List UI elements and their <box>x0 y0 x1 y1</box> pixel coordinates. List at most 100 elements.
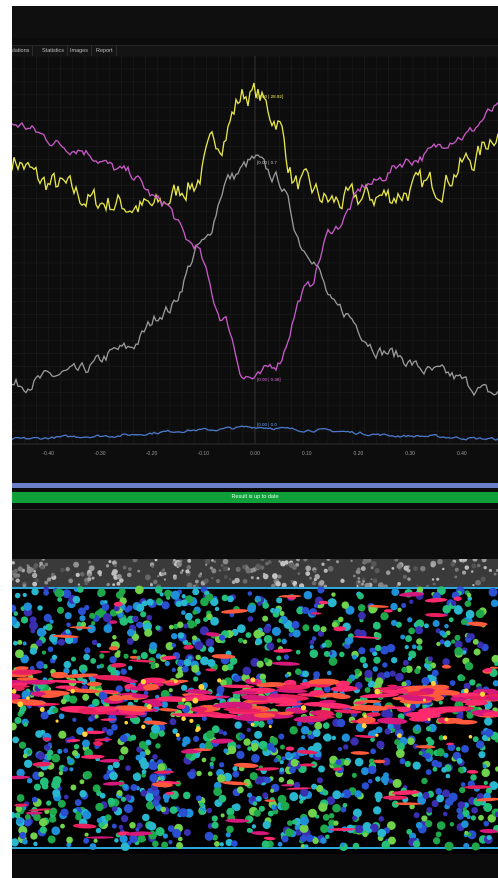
particle-dot <box>242 666 252 676</box>
noise-speck <box>391 566 395 570</box>
particle-dot <box>191 664 200 673</box>
tab-statistics[interactable]: Statistics <box>39 46 69 56</box>
particle-dot <box>124 607 130 613</box>
particle-dot <box>425 820 433 828</box>
particle-dot <box>175 673 181 679</box>
particle-dot <box>129 834 139 843</box>
noise-speck <box>126 572 132 578</box>
particle-dot <box>316 777 324 784</box>
particle-dot <box>318 802 328 812</box>
particle-dot <box>196 795 202 802</box>
particle-dot-yellow <box>300 705 307 711</box>
particle-streak <box>165 791 175 795</box>
particle-dot <box>309 649 319 659</box>
particle-dot <box>427 674 432 679</box>
particle-dot <box>83 653 90 661</box>
particle-dot <box>482 764 487 769</box>
particle-dot <box>387 723 394 730</box>
particle-dot <box>435 628 441 634</box>
particle-dot <box>218 794 227 803</box>
particle-dot <box>119 734 128 743</box>
noise-speck <box>242 565 247 569</box>
particle-dot <box>183 623 189 629</box>
particle-streak <box>223 707 262 713</box>
noise-speck <box>305 571 311 576</box>
particle-dot <box>76 727 85 736</box>
particle-dot <box>83 770 93 780</box>
noise-speck <box>113 564 117 568</box>
series-gray-line <box>12 154 498 397</box>
particle-dot <box>58 771 63 776</box>
tab-report[interactable]: Report <box>93 46 117 56</box>
particle-dot <box>271 626 281 636</box>
particle-dot <box>295 649 301 655</box>
noise-speck <box>472 559 478 562</box>
particle-dot <box>466 814 471 820</box>
particle-streak <box>125 831 153 836</box>
noise-speck <box>275 580 281 587</box>
noise-speck <box>59 567 65 573</box>
noise-speck <box>44 580 49 585</box>
particle-dot <box>51 654 58 660</box>
particle-dot <box>340 842 345 847</box>
particle-streak <box>255 767 280 771</box>
particle-streak <box>221 684 255 689</box>
particle-dot <box>126 628 135 637</box>
particle-streak <box>271 661 300 666</box>
noise-speck <box>356 567 361 572</box>
noise-speck <box>297 572 301 575</box>
particle-dot <box>14 716 22 725</box>
particle-dot <box>354 629 362 637</box>
particle-dot <box>109 656 117 664</box>
noise-speck <box>353 574 356 578</box>
particle-dot <box>476 740 485 749</box>
particle-dot <box>456 712 464 720</box>
particle-streak <box>152 782 173 788</box>
particle-dot <box>57 640 62 645</box>
particle-dot <box>406 828 413 835</box>
particle-dot <box>390 656 398 664</box>
particle-dot <box>412 840 421 848</box>
particle-dot <box>140 651 148 660</box>
particle-dot-yellow <box>39 707 45 712</box>
particle-dot <box>192 735 200 743</box>
particle-dot <box>152 754 158 760</box>
noise-speck <box>377 582 384 589</box>
particle-dot <box>211 821 219 829</box>
particle-dot <box>321 642 327 648</box>
particle-dot <box>120 668 127 675</box>
divider <box>12 509 498 510</box>
noise-speck <box>350 559 353 562</box>
particle-dot <box>375 677 384 686</box>
particle-dot <box>383 671 391 678</box>
particle-dot <box>495 766 498 772</box>
x-tick-label: 0.10 <box>302 451 312 457</box>
particle-dot <box>30 628 36 634</box>
particle-dot <box>299 834 307 843</box>
particle-dot <box>152 840 159 848</box>
particle-dot <box>176 659 185 667</box>
tab-simulations[interactable]: Simulations <box>12 46 34 56</box>
particle-dot-yellow <box>444 717 449 722</box>
tab-images[interactable]: Images <box>67 46 93 56</box>
particle-streak <box>238 702 253 710</box>
particle-dot <box>160 806 166 813</box>
particle-dot <box>22 641 27 646</box>
particle-dot <box>187 655 193 661</box>
particle-dot <box>106 728 114 736</box>
particle-dot <box>328 657 338 666</box>
particle-dot <box>162 833 169 839</box>
particle-dot <box>200 656 209 666</box>
particle-dot <box>208 646 215 653</box>
particle-dot <box>51 826 61 836</box>
particle-dot <box>199 742 207 750</box>
particle-dot <box>309 639 315 645</box>
noise-speck <box>111 560 117 566</box>
particle-dot-yellow <box>82 731 88 737</box>
particle-dot <box>76 586 84 593</box>
noise-speck <box>327 565 334 572</box>
particle-dot <box>318 765 326 773</box>
particle-streak <box>296 750 318 755</box>
particle-dot <box>214 606 220 612</box>
particle-dot <box>401 603 407 609</box>
